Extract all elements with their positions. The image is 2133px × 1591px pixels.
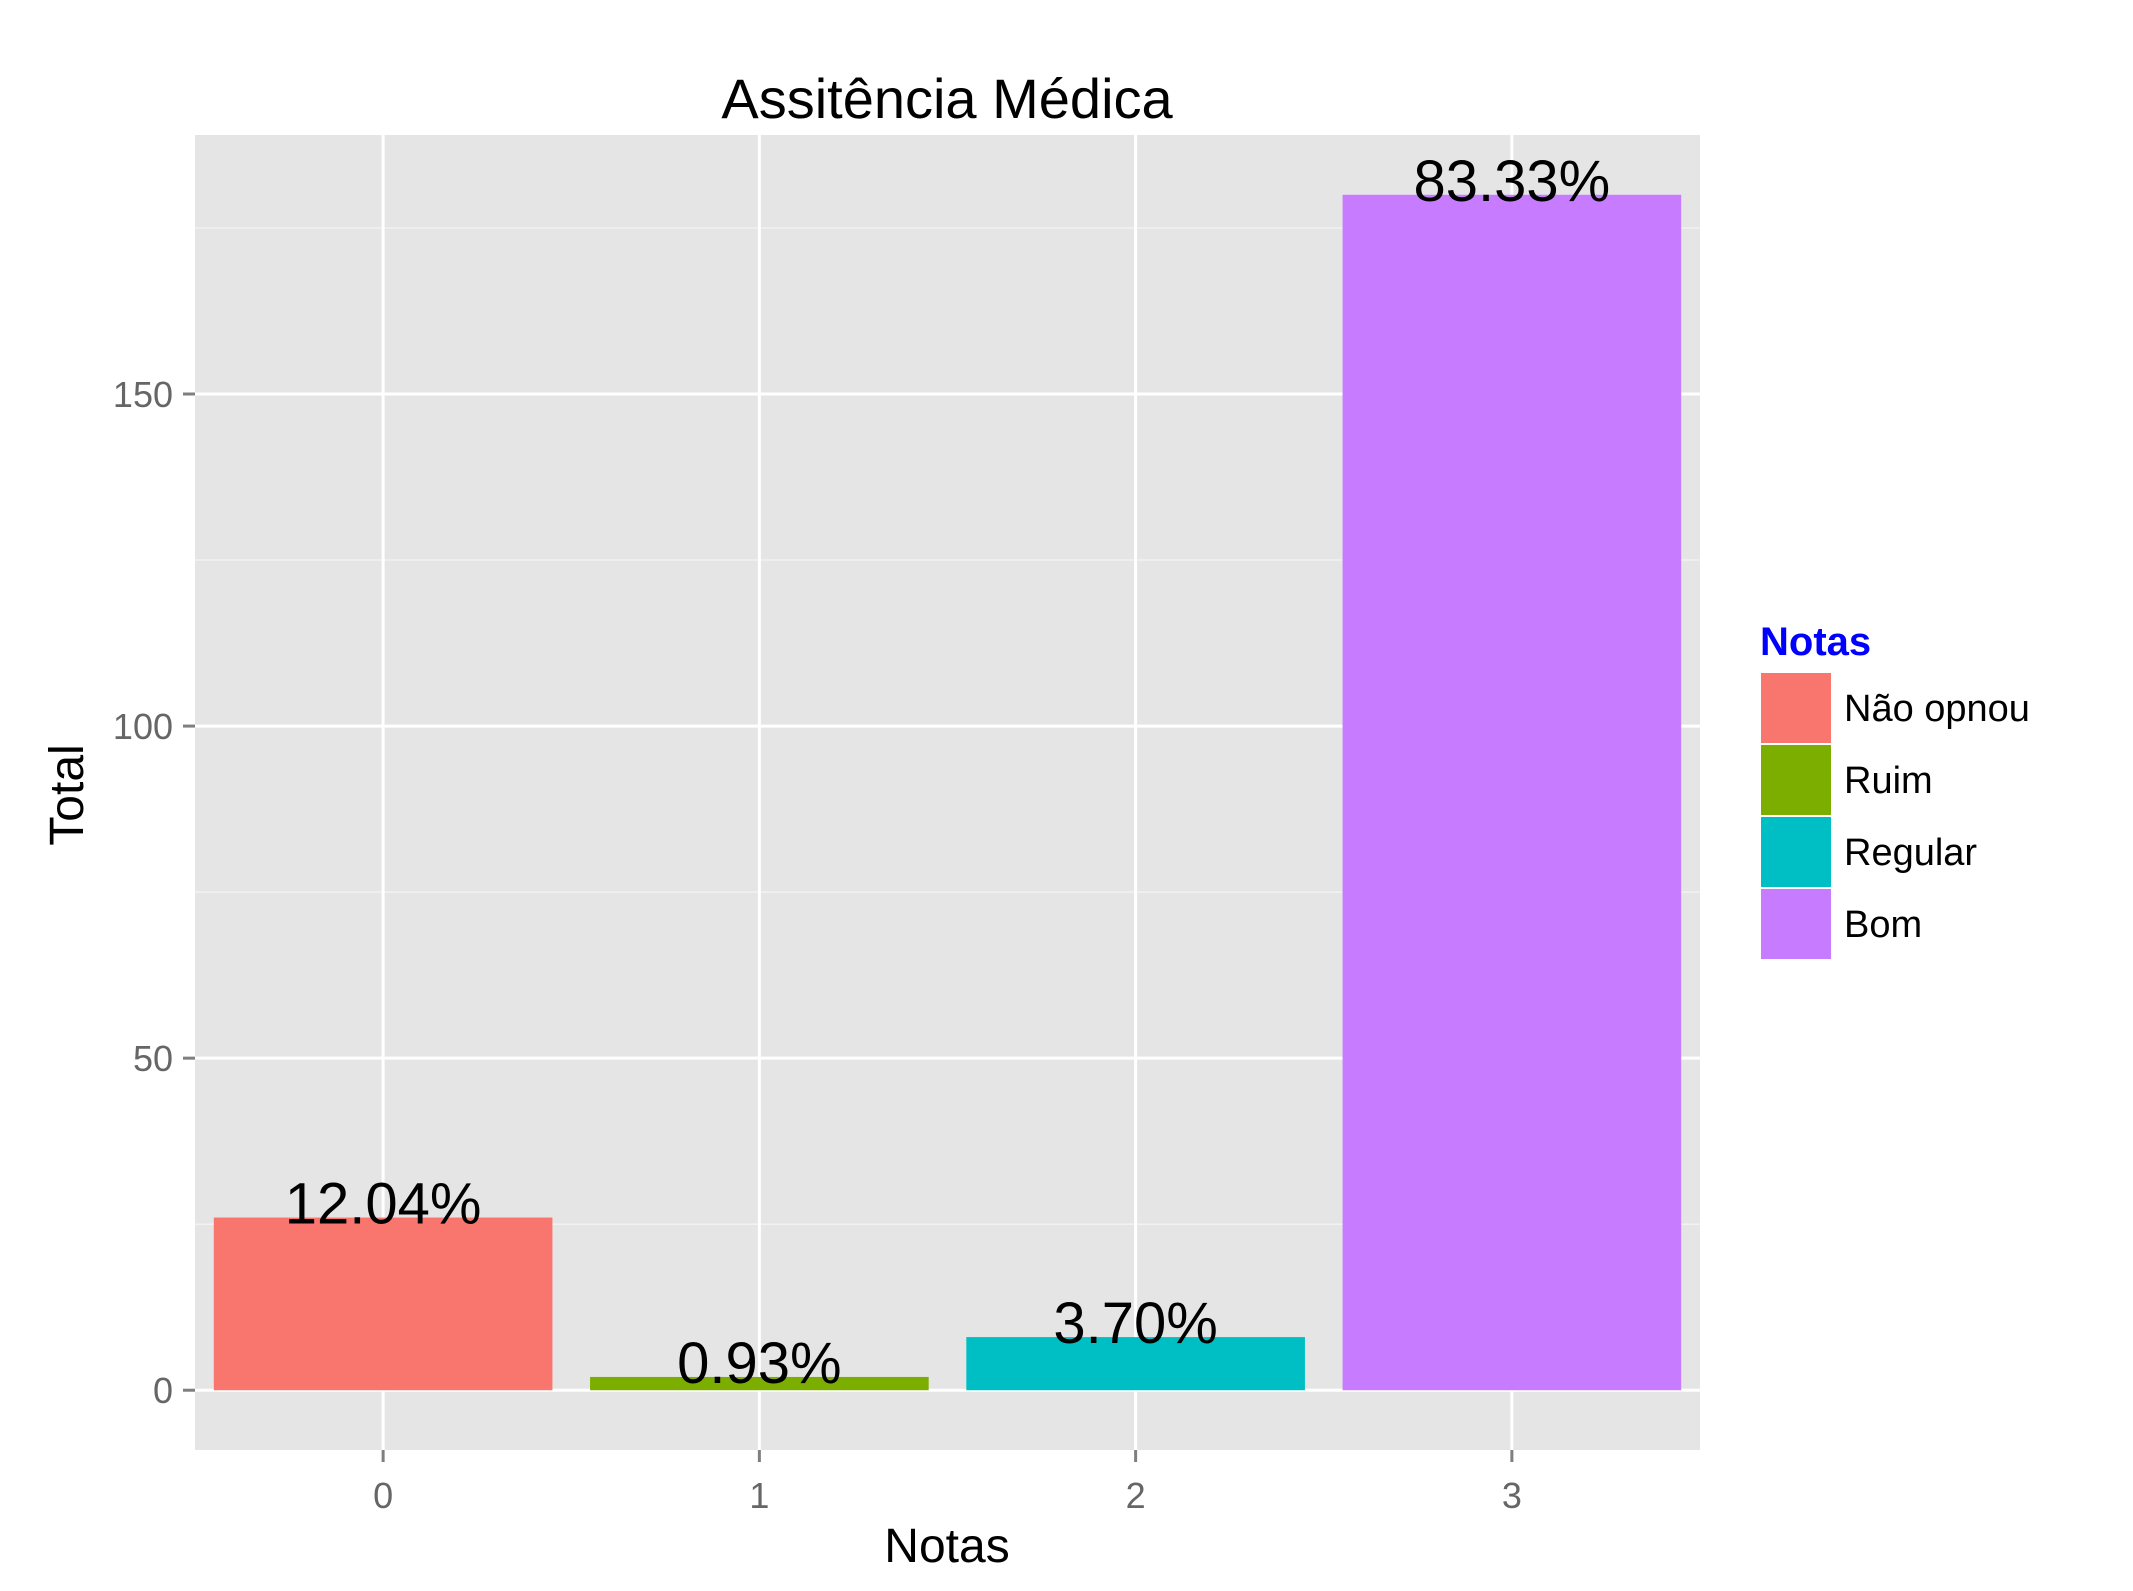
bar-2: [966, 1337, 1305, 1391]
y-axis: 0 50 100 150: [113, 374, 195, 1411]
data-label-2: 3.70%: [1053, 1291, 1217, 1356]
legend-key: [1759, 815, 1833, 889]
bar-1: [590, 1376, 929, 1391]
bar-0: [213, 1217, 553, 1391]
x-tick-label: 0: [373, 1475, 393, 1516]
x-axis-title: Notas: [884, 1520, 1009, 1573]
x-tick-label: 3: [1502, 1475, 1522, 1516]
x-axis: 0 1 2 3: [373, 1450, 1522, 1516]
y-tick-label: 0: [153, 1370, 173, 1411]
legend-key: [1759, 671, 1833, 745]
data-labels: 12.04% 0.93% 3.70% 83.33%: [285, 149, 1610, 1396]
legend-label: Bom: [1844, 904, 1922, 946]
data-label-1: 0.93%: [677, 1331, 841, 1396]
legend-title: Notas: [1760, 620, 1871, 664]
chart-title: Assitência Médica: [721, 67, 1173, 130]
legend-key: [1759, 887, 1833, 961]
bars: [213, 194, 1682, 1391]
bar-3: [1342, 194, 1682, 1391]
x-tick-label: 1: [749, 1475, 769, 1516]
legend-label: Não opnou: [1844, 688, 2030, 730]
y-tick-label: 150: [113, 374, 173, 415]
legend-label: Ruim: [1844, 760, 1933, 802]
data-label-3: 83.33%: [1414, 149, 1611, 214]
x-tick-label: 2: [1126, 1475, 1146, 1516]
legend-key: [1759, 743, 1833, 817]
legend: Notas Não opnou Ruim Regular Bom: [1759, 620, 2030, 961]
data-label-0: 12.04%: [285, 1172, 482, 1237]
y-tick-label: 50: [133, 1038, 173, 1079]
legend-label: Regular: [1844, 832, 1977, 874]
y-tick-label: 100: [113, 706, 173, 747]
legend-items: Não opnou Ruim Regular Bom: [1759, 671, 2030, 961]
y-axis-title: Total: [41, 744, 94, 845]
